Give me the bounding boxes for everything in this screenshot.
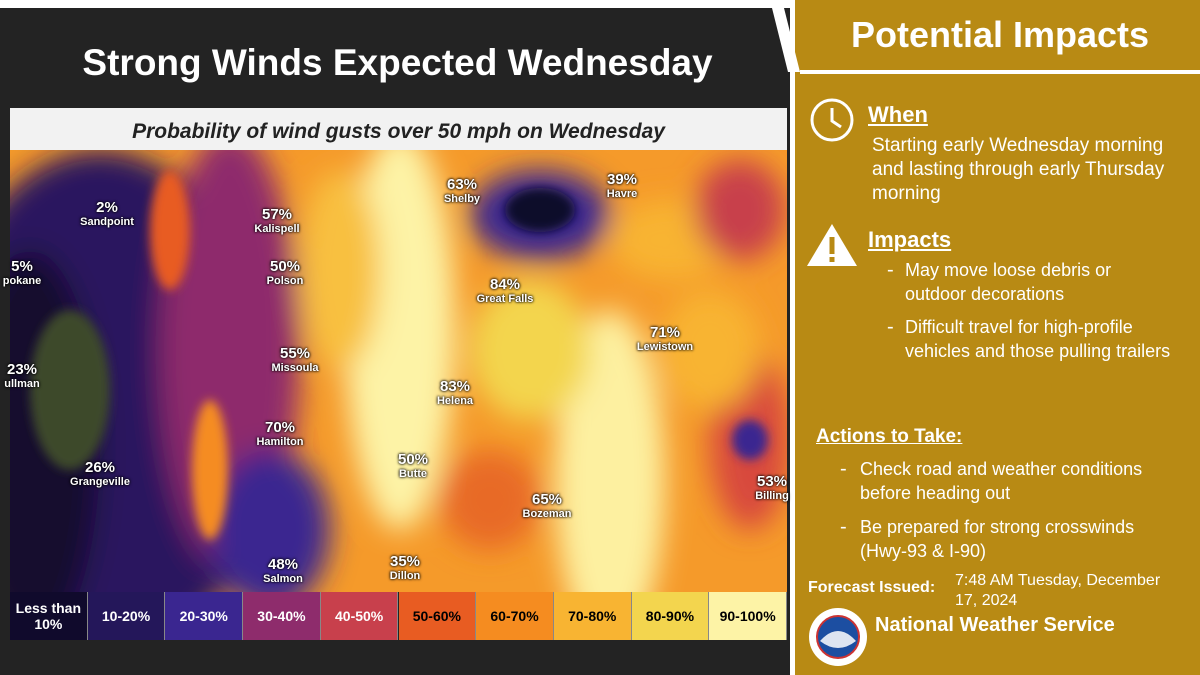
map-label: 57% Kalispell (254, 207, 299, 237)
map-label-value: 5% (11, 258, 33, 275)
map-label-value: 50% (397, 451, 429, 468)
map-label-name: Sandpoint (80, 216, 134, 228)
map-label-value: 2% (96, 199, 118, 216)
map-label: 50% Butte (398, 452, 428, 482)
map-label-value: 63% (446, 176, 478, 193)
map-label-value: 23% (6, 361, 38, 378)
map-label-name: Great Falls (476, 293, 534, 305)
bullet-dash: - (887, 316, 894, 338)
map-label-value: 53% (756, 473, 788, 490)
bullet-dash: - (840, 458, 847, 480)
map-label-name: Bozeman (522, 508, 572, 520)
map-label-name: Havre (606, 188, 638, 200)
bullet-dash: - (887, 259, 894, 281)
map-label: 53% Billing (755, 474, 789, 504)
map-label: 39% Havre (607, 172, 638, 202)
legend-item: 30-40% (243, 592, 321, 640)
map-label-name: Hamilton (256, 436, 304, 448)
legend-item: 40-50% (320, 592, 399, 640)
map-label-value: 83% (439, 378, 471, 395)
map-label: 70% Hamilton (256, 420, 303, 450)
map-label: 65% Bozeman (523, 492, 572, 522)
legend-item: 80-90% (631, 592, 710, 640)
bullet-text: Be prepared for strong crosswinds (Hwy-9… (860, 517, 1135, 561)
map-label: 2% Sandpoint (80, 200, 134, 230)
when-heading: When (868, 102, 928, 127)
bullet-dash: - (840, 516, 847, 538)
map-label-name: Helena (436, 395, 474, 407)
bullet-text: Difficult travel for high-profile vehicl… (905, 317, 1171, 361)
agency: National Weather Service (875, 614, 1115, 636)
divider (770, 0, 800, 72)
legend-item: 70-80% (553, 592, 632, 640)
legend-item: Less than 10% (10, 592, 88, 640)
map-title: Probability of wind gusts over 50 mph on… (10, 108, 787, 150)
legend-item: 90-100% (709, 592, 787, 640)
map-label-name: Lewistown (636, 341, 694, 353)
map-label: 23% ullman (4, 362, 39, 392)
legend-item: 10-20% (87, 592, 166, 640)
map-label-name: pokane (2, 275, 42, 287)
map-label: 26% Grangeville (70, 460, 130, 490)
map-label-value: 55% (279, 345, 311, 362)
map-label-value: 48% (267, 556, 299, 573)
legend-item: 50-60% (398, 592, 477, 640)
map-label-value: 71% (649, 324, 681, 341)
map-label: 35% Dillon (390, 554, 421, 584)
map-label: 5% pokane (3, 259, 42, 289)
nws-logo (809, 608, 867, 666)
map-label-value: 65% (531, 491, 563, 508)
issued-label: Forecast Issued: (808, 579, 936, 596)
map-label: 48% Salmon (263, 557, 303, 587)
right-panel (795, 0, 1200, 675)
issued-date: 7:48 AM Tuesday, December 17, 2024 (955, 572, 1161, 609)
map-label-name: Grangeville (70, 476, 130, 488)
map-label: 84% Great Falls (477, 277, 534, 307)
map-label-value: 70% (264, 419, 296, 436)
legend-item: 60-70% (476, 592, 554, 640)
panel-title: Potential Impacts (850, 14, 1150, 55)
when-text: Starting early Wednesday morning and las… (872, 135, 1165, 204)
map-label-name: Dillon (389, 570, 421, 582)
map-label-name: Kalispell (254, 223, 300, 235)
bullet-text: Check road and weather conditions before… (860, 459, 1143, 503)
header-title: Strong Winds Expected Wednesday (82, 42, 713, 83)
impacts-heading: Impacts (868, 227, 952, 252)
map-label-value: 84% (489, 276, 521, 293)
map-label: 55% Missoula (271, 346, 318, 376)
map (10, 150, 787, 592)
header-rule (800, 70, 1200, 74)
map-label: 50% Polson (267, 259, 304, 289)
map-label-name: Butte (398, 468, 428, 480)
map-label-name: Billing (755, 490, 789, 502)
map-label-value: 35% (389, 553, 421, 570)
map-label-name: Shelby (443, 193, 481, 205)
actions-heading: Actions to Take: (816, 426, 963, 447)
bullet-text: May move loose debris or outdoor decorat… (905, 260, 1112, 304)
map-label-name: Polson (266, 275, 304, 287)
map-label-value: 57% (261, 206, 293, 223)
map-label-value: 26% (84, 459, 116, 476)
map-label-name: Missoula (271, 362, 319, 374)
clock-icon (810, 98, 854, 142)
map-label-name: Salmon (263, 573, 303, 585)
warning-icon (807, 224, 857, 266)
map-label-name: ullman (4, 378, 40, 390)
legend-item: 20-30% (165, 592, 244, 640)
map-label: 71% Lewistown (637, 325, 693, 355)
map-label: 63% Shelby (444, 177, 480, 207)
map-label: 83% Helena (437, 379, 473, 409)
map-label-value: 39% (606, 171, 638, 188)
map-label-value: 50% (269, 258, 301, 275)
